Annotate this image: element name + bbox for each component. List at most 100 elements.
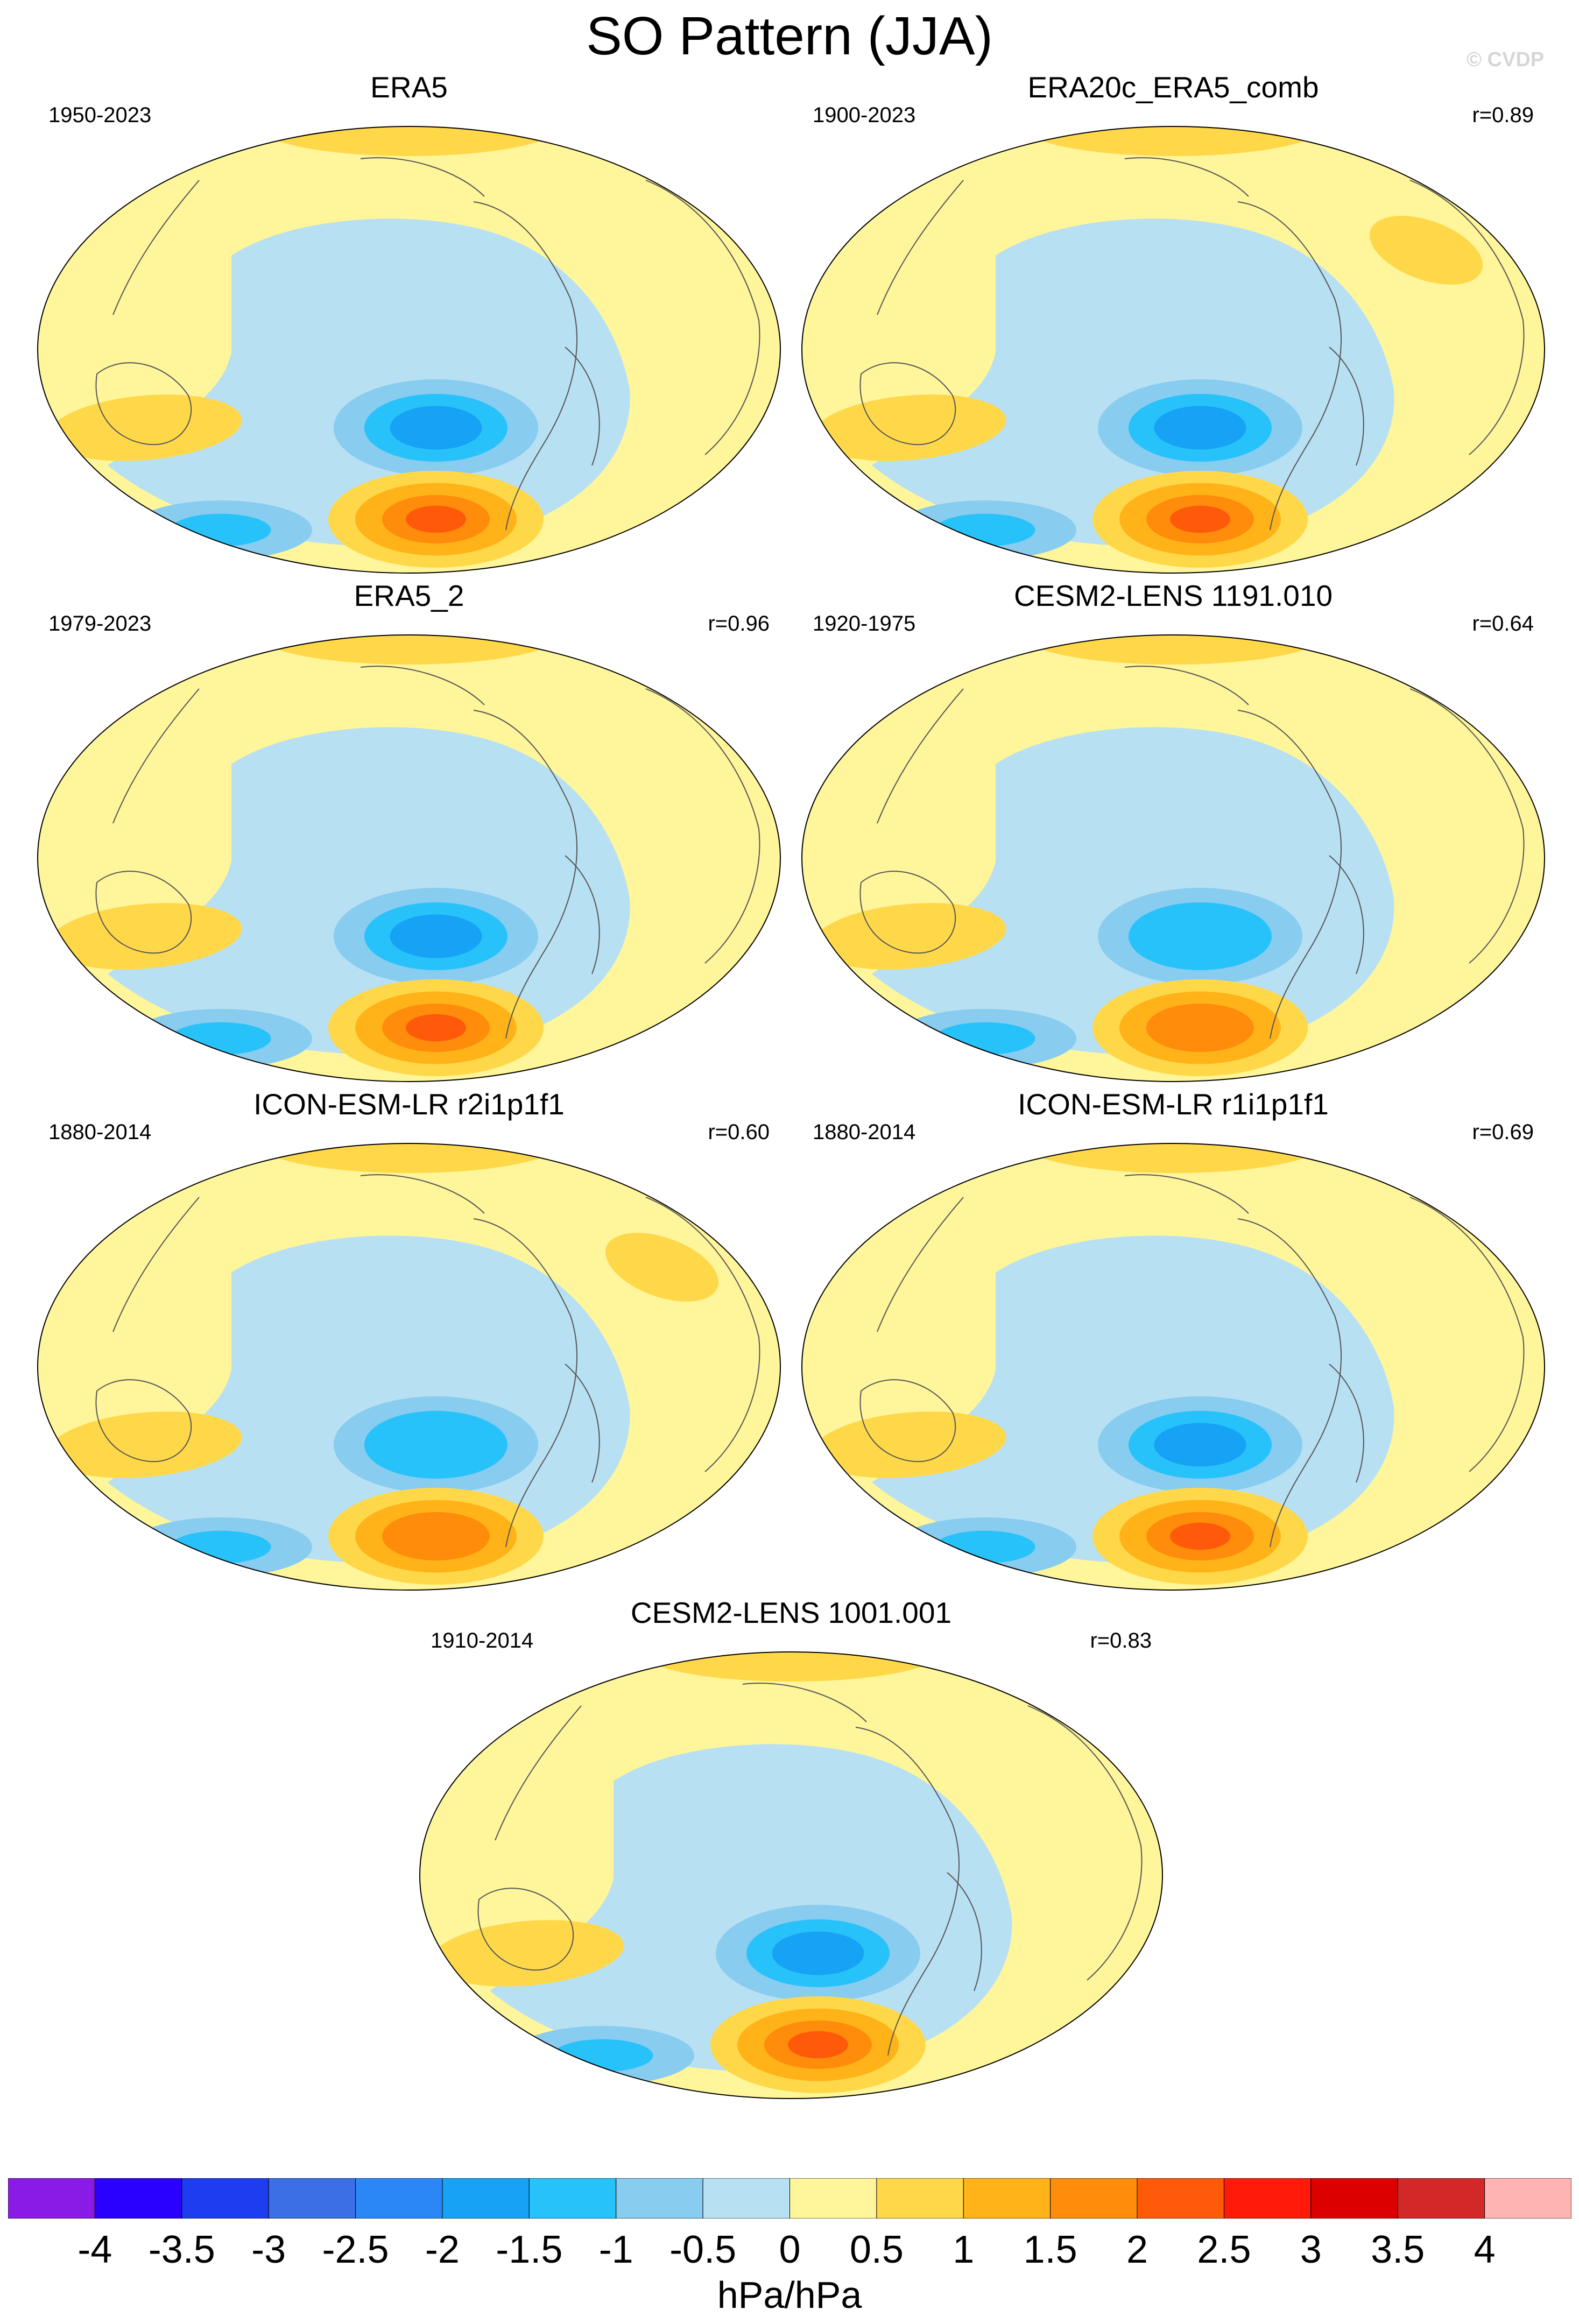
coastline — [565, 1364, 600, 1483]
coastline — [360, 157, 485, 197]
coastline — [473, 710, 577, 1039]
map-panel: ERA5_2 1979-2023 r=0.96 — [27, 578, 791, 1087]
colorbar-swatch — [355, 2178, 443, 2219]
coastline — [645, 180, 760, 455]
negative-region — [253, 1277, 471, 1371]
coastline — [1237, 201, 1342, 531]
colorbar-swatch — [442, 2178, 530, 2219]
coastlines — [859, 157, 1525, 531]
map-panel: ICON-ESM-LR r1i1p1f1 1880-2014 r=0.69 — [791, 1087, 1555, 1595]
colorbar-swatch — [268, 2178, 356, 2219]
watermark: © CVDP — [1467, 48, 1545, 71]
coastline — [565, 855, 600, 974]
coastline — [1124, 157, 1249, 197]
contour-band — [1129, 902, 1272, 970]
coastline — [1124, 1174, 1249, 1214]
colorbar-label: 4 — [1474, 2228, 1496, 2271]
colorbar-label: 2.5 — [1197, 2228, 1251, 2271]
contour-band — [1170, 1522, 1230, 1550]
colorbar-swatch — [94, 2178, 182, 2219]
contour-band — [813, 903, 1006, 970]
colorbar-label: -4 — [77, 2228, 112, 2271]
contour-band — [406, 1014, 466, 1042]
coastline — [1409, 1197, 1525, 1472]
contour-band — [431, 1920, 624, 1987]
colorbar-label: 3 — [1300, 2228, 1322, 2271]
coastline — [473, 201, 577, 531]
contour-band — [934, 1530, 1035, 1564]
coastline — [877, 1197, 964, 1332]
contour-band — [258, 1143, 560, 1173]
negative-region — [253, 260, 471, 354]
contour-band — [552, 2039, 653, 2072]
contour-band — [48, 903, 242, 970]
coastline — [1329, 1364, 1364, 1483]
coastlines — [859, 666, 1525, 1039]
map-outline — [37, 634, 781, 1082]
coastline — [95, 871, 192, 954]
contour-band — [390, 914, 482, 958]
coastline — [112, 1197, 200, 1332]
figure-title: SO Pattern (JJA) — [586, 6, 993, 66]
contour-band — [364, 1411, 507, 1479]
panel-correlation: r=0.64 — [1472, 612, 1534, 635]
panel-title: ICON-ESM-LR r1i1p1f1 — [1018, 1087, 1329, 1121]
panel-years: 1880-2014 — [813, 1120, 916, 1144]
contour-band — [48, 1411, 242, 1478]
contour-band — [1154, 406, 1246, 450]
coastline — [1237, 710, 1342, 1039]
coastline — [1329, 347, 1364, 466]
panel-title: ERA5_2 — [354, 579, 464, 612]
colorbar-swatch — [702, 2178, 790, 2219]
panel-years: 1880-2014 — [48, 1120, 152, 1144]
coastline — [1237, 1218, 1342, 1548]
map-panel: CESM2-LENS 1001.001 1910-2014 r=0.83 — [409, 1595, 1173, 2104]
coastline — [859, 362, 956, 446]
colorbar-swatch — [1223, 2178, 1312, 2219]
panel-correlation: r=0.60 — [708, 1120, 770, 1144]
map-outline — [419, 1651, 1163, 2099]
coastline — [477, 1888, 574, 1971]
world-map — [801, 1143, 1545, 1591]
contour-band — [1369, 216, 1483, 285]
contour-band — [170, 1022, 271, 1055]
world-map — [37, 1143, 781, 1591]
colorbar-label: -1 — [598, 2228, 633, 2271]
contour-band — [1023, 1143, 1324, 1173]
panel-correlation: r=0.69 — [1472, 1120, 1534, 1144]
contour-band — [813, 394, 1006, 461]
contour-band — [170, 513, 271, 547]
panel-title: CESM2-LENS 1001.001 — [630, 1596, 952, 1629]
colorbar-label: -3 — [251, 2228, 286, 2271]
contour-band — [1023, 126, 1324, 156]
coastline — [112, 180, 200, 315]
colorbar-swatch — [1050, 2178, 1138, 2219]
colorbar-swatch — [1484, 2178, 1572, 2219]
contour-band — [258, 635, 560, 665]
coastlines — [477, 1683, 1143, 2056]
coastline — [112, 688, 200, 824]
world-map — [419, 1651, 1163, 2099]
coastline — [645, 688, 760, 964]
colorbar-swatch — [181, 2178, 269, 2219]
world-map — [801, 634, 1545, 1082]
coastline — [742, 1683, 867, 1722]
contour-band — [1023, 635, 1324, 665]
colorbar-swatch — [790, 2178, 877, 2219]
map-panel: ERA20c_ERA5_comb 1900-2023 r=0.89 — [791, 70, 1555, 578]
contour-band — [605, 1233, 719, 1302]
panel-correlation: r=0.83 — [1090, 1629, 1152, 1652]
coastline — [495, 1705, 582, 1841]
colorbar-swatch — [963, 2178, 1051, 2219]
panel-title: ICON-ESM-LR r2i1p1f1 — [253, 1087, 565, 1121]
contour-band — [1369, 724, 1483, 793]
map-outline — [37, 1143, 781, 1591]
coastline — [565, 347, 600, 466]
contour-band — [788, 2031, 848, 2059]
contour-band — [382, 1512, 490, 1560]
colorbar-label: 0 — [779, 2228, 801, 2271]
colorbar-label: 1.5 — [1023, 2228, 1077, 2271]
panel-correlation: r=0.89 — [1472, 103, 1534, 127]
coastline — [95, 362, 192, 446]
coastline — [947, 1872, 982, 1991]
